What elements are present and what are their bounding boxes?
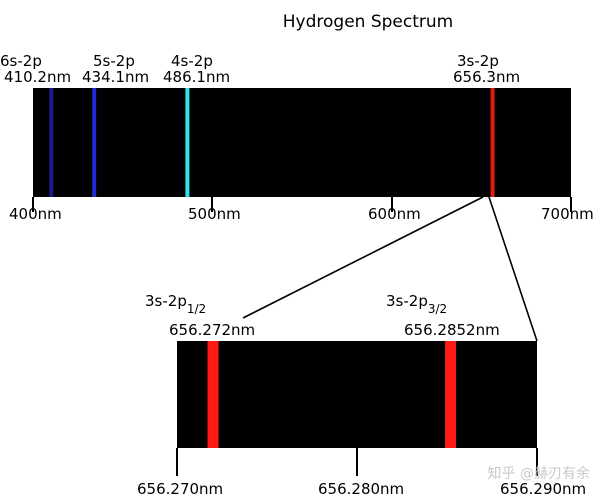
- tick-label-400: 400nm: [9, 205, 62, 223]
- line-label-transition-486: 4s-2p: [171, 52, 213, 70]
- fine-line-1-2: [207, 341, 219, 448]
- tick-label-500: 500nm: [188, 205, 241, 223]
- fine-line-label-3-2: 3s-2p3/2: [386, 292, 447, 316]
- line-label-transition-410: 6s-2p: [0, 52, 42, 70]
- diagram-title: Hydrogen Spectrum: [283, 12, 453, 32]
- fine-line-label-1-2: 3s-2p1/2: [145, 292, 206, 316]
- line-label-transition-434: 5s-2p: [93, 52, 135, 70]
- line-label-wavelength-656: 656.3nm: [453, 68, 520, 86]
- tick-label-600: 600nm: [368, 205, 421, 223]
- line-label-transition-656: 3s-2p: [457, 52, 499, 70]
- zoom-spectrum-bar: [177, 341, 537, 448]
- line-label-wavelength-434: 434.1nm: [82, 68, 149, 86]
- spectral-line-656: [490, 88, 495, 197]
- fine-line-3-2: [445, 341, 457, 448]
- spectral-line-410: [49, 88, 54, 197]
- tick-label-700: 700nm: [541, 205, 594, 223]
- zoom-tick-label-290: 656.290nm: [500, 480, 586, 498]
- zoom-tick-label-280: 656.280nm: [318, 480, 404, 498]
- spectral-line-434: [92, 88, 97, 197]
- fine-line-wavelength-1-2: 656.272nm: [169, 321, 255, 339]
- zoom-tick-label-270: 656.270nm: [137, 480, 223, 498]
- zoom-connector-left: [242, 196, 484, 319]
- fine-line-wavelength-3-2: 656.2852nm: [404, 321, 500, 339]
- main-spectrum-bar: [33, 88, 571, 197]
- spectral-line-486: [185, 88, 190, 197]
- line-label-wavelength-410: 410.2nm: [4, 68, 71, 86]
- zoom-connector-right: [488, 196, 538, 342]
- line-label-wavelength-486: 486.1nm: [163, 68, 230, 86]
- watermark: 知乎 @赫刃有余: [488, 465, 590, 482]
